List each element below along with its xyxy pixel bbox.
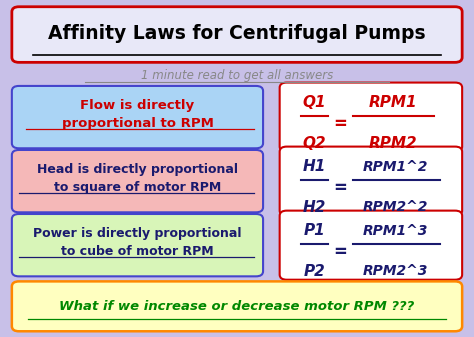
FancyBboxPatch shape — [12, 7, 462, 62]
Text: H1: H1 — [302, 159, 326, 174]
Text: What if we increase or decrease motor RPM ???: What if we increase or decrease motor RP… — [59, 300, 415, 313]
FancyBboxPatch shape — [280, 83, 462, 152]
Text: RPM2^2: RPM2^2 — [363, 200, 428, 214]
Text: P1: P1 — [303, 223, 325, 238]
Text: RPM2^3: RPM2^3 — [363, 264, 428, 278]
Text: Q2: Q2 — [302, 136, 326, 151]
Text: Power is directly proportional
to cube of motor RPM: Power is directly proportional to cube o… — [33, 227, 242, 258]
Text: Head is directly proportional
to square of motor RPM: Head is directly proportional to square … — [37, 163, 238, 194]
FancyBboxPatch shape — [12, 86, 263, 148]
FancyBboxPatch shape — [280, 211, 462, 280]
FancyBboxPatch shape — [12, 281, 462, 331]
FancyBboxPatch shape — [12, 150, 263, 212]
Text: =: = — [333, 243, 347, 261]
Text: Q1: Q1 — [302, 95, 326, 110]
Text: H2: H2 — [302, 200, 326, 215]
Text: RPM2: RPM2 — [369, 136, 418, 151]
Text: 1 minute read to get all answers: 1 minute read to get all answers — [141, 69, 333, 82]
Text: Affinity Laws for Centrifugal Pumps: Affinity Laws for Centrifugal Pumps — [48, 24, 426, 43]
Text: =: = — [333, 179, 347, 197]
Text: Flow is directly
proportional to RPM: Flow is directly proportional to RPM — [62, 99, 213, 130]
Text: =: = — [333, 115, 347, 133]
Text: RPM1: RPM1 — [369, 95, 418, 110]
Text: RPM1^3: RPM1^3 — [363, 224, 428, 238]
Text: RPM1^2: RPM1^2 — [363, 160, 428, 174]
FancyBboxPatch shape — [280, 147, 462, 216]
FancyBboxPatch shape — [12, 214, 263, 276]
Text: P2: P2 — [303, 264, 325, 279]
